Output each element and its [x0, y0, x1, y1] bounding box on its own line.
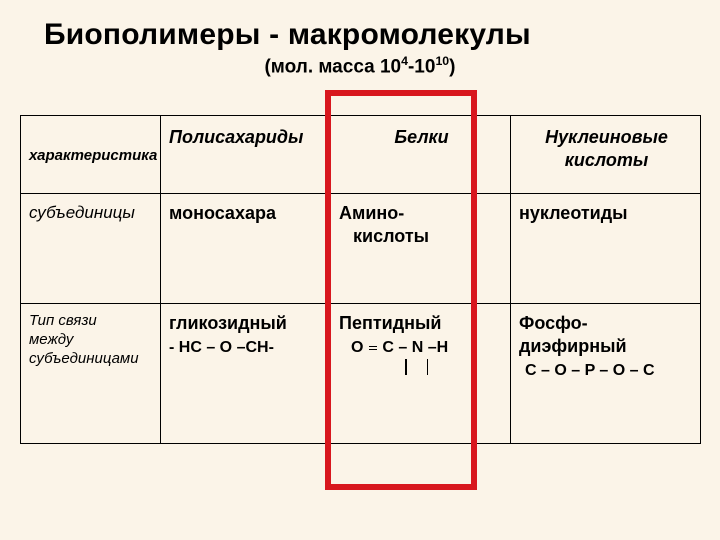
subtitle-pre: (мол. масса 10: [264, 56, 401, 77]
r2-c1: гликозидный - HC – O –CH-: [161, 304, 331, 444]
r2-c0-l1: Тип связи: [29, 312, 97, 329]
hdr-c1: Полисахариды: [161, 116, 331, 194]
r2-c0-l2: между: [29, 331, 73, 348]
chem-a: - HC: [169, 339, 206, 356]
chem-b: O: [215, 339, 236, 356]
table-row: субъединицы моносахара Амино- кислоты ну…: [21, 194, 701, 304]
hdr-c3-l2: кислоты: [565, 150, 648, 170]
title-b: макромолекулы: [288, 18, 531, 51]
r2-c3-l2: диэфирный: [519, 336, 627, 356]
r1-c0: субъединицы: [21, 194, 161, 304]
r2-c2-l1: Пептидный: [339, 313, 441, 333]
chem2-b: C: [378, 339, 398, 356]
subtitle-sup2: 10: [435, 54, 449, 68]
title-sep: -: [261, 18, 288, 51]
chem2-a: O: [351, 339, 368, 356]
table-row: Тип связи между субъединицами гликозидны…: [21, 304, 701, 444]
r2-c0-l3: субъединицами: [29, 350, 139, 367]
table-wrap: характеристика Полисахариды Белки Нуклеи…: [20, 115, 700, 444]
r2-c1-l1: гликозидный: [169, 313, 287, 333]
r1-c2: Амино- кислоты: [331, 194, 511, 304]
hdr-c3: Нуклеиновые кислоты: [511, 116, 701, 194]
hdr-c0: характеристика: [21, 116, 161, 194]
r2-c0: Тип связи между субъединицами: [21, 304, 161, 444]
double-bond-icon: [369, 346, 377, 350]
r1-c1: моносахара: [161, 194, 331, 304]
r1-c2-l2: кислоты: [339, 226, 429, 246]
chem2-d: H: [437, 339, 449, 356]
r2-c3-l1: Фосфо-: [519, 313, 588, 333]
r2-c2-formula: O C – N –H: [339, 339, 448, 356]
subtitle-mid: -10: [408, 56, 435, 77]
vbar-icon: [405, 359, 407, 375]
hdr-c2: Белки: [331, 116, 511, 194]
r1-c3: нуклеотиды: [511, 194, 701, 304]
subtitle-sup1: 4: [401, 54, 408, 68]
chem-c: CH-: [245, 339, 273, 356]
chem2-c: N: [407, 339, 427, 356]
r2-c2: Пептидный O C – N –H: [331, 304, 511, 444]
vbar-icon: [427, 359, 429, 375]
r1-c2-l1: Амино-: [339, 203, 404, 223]
table-row: характеристика Полисахариды Белки Нуклеи…: [21, 116, 701, 194]
r2-c3-formula: C – O – P – O – C: [519, 362, 655, 379]
hdr-c3-l1: Нуклеиновые: [545, 127, 668, 147]
slide: Биополимеры - макромолекулы (мол. масса …: [0, 0, 720, 540]
vbars: [339, 360, 438, 380]
r2-c3: Фосфо- диэфирный C – O – P – O – C: [511, 304, 701, 444]
subtitle-post: ): [449, 56, 455, 77]
subtitle: (мол. масса 104-1010): [30, 54, 690, 78]
r2-c1-formula: - HC – O –CH-: [169, 339, 274, 356]
biopolymer-table: характеристика Полисахариды Белки Нуклеи…: [20, 115, 701, 444]
title-a: Биополимеры: [44, 18, 261, 51]
page-title: Биополимеры - макромолекулы: [44, 18, 690, 52]
